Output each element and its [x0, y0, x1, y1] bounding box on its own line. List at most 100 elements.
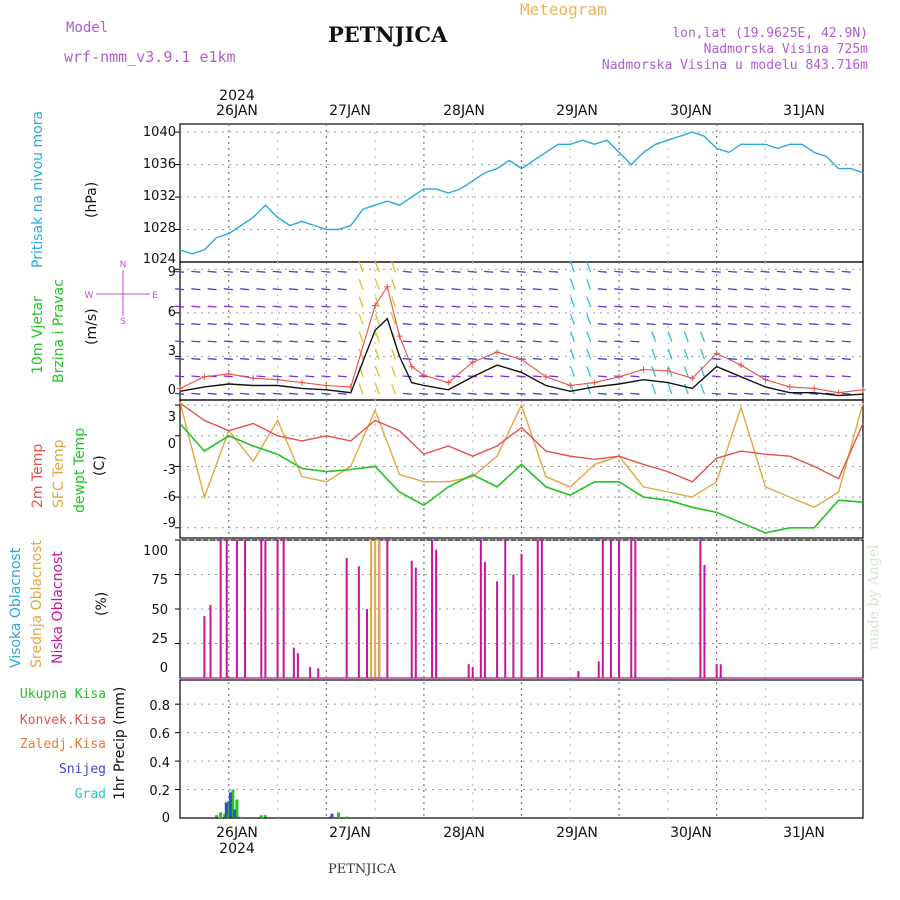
wind-arrow: [500, 340, 510, 343]
year-label-top: 2024: [219, 88, 255, 104]
wind-gust-marker: [225, 370, 232, 377]
wind-arrow: [679, 270, 689, 273]
wind-arrow: [240, 270, 250, 273]
wind-arrow: [500, 357, 510, 360]
pressure-unit-label: (hPa): [84, 182, 100, 218]
wind-arrow: [597, 288, 607, 291]
wind-gust-marker: [323, 382, 330, 389]
wind-arrow: [646, 323, 656, 326]
wind-arrow: [549, 305, 559, 308]
wind-arrow: [651, 331, 657, 343]
precip-bar: [237, 816, 241, 818]
wind-arrow: [321, 270, 331, 273]
wind-arrow: [776, 270, 786, 273]
wind-gust-marker: [567, 382, 574, 389]
wind-arrow: [569, 313, 575, 325]
wind-arrow: [809, 323, 819, 326]
precip-bar: [337, 812, 341, 818]
wind-arrow: [569, 296, 575, 308]
pressure-line: [179, 131, 864, 255]
dewpt-temp-line: [179, 422, 864, 534]
wind-arrow: [727, 305, 738, 308]
compass-north: N: [120, 260, 127, 270]
wind-arrow: [288, 375, 298, 378]
wind-axis-label-1: 10m Vjetar: [30, 296, 46, 374]
wind-gust-marker: [469, 359, 476, 366]
pressure-tick-label: 1036: [143, 157, 176, 172]
wind-gust-marker: [494, 349, 501, 356]
wind-arrow: [256, 305, 266, 308]
wind-arrow: [711, 270, 721, 273]
wind-arrow: [841, 392, 851, 395]
wind-arrow: [374, 279, 380, 290]
wind-arrow: [402, 357, 412, 360]
wind-arrow: [402, 375, 412, 378]
location-coordinates: lon,lat (19.9625E, 42.9N): [672, 26, 868, 41]
wind-arrow: [597, 270, 607, 273]
wind-arrow: [662, 288, 672, 291]
wind-arrow: [727, 357, 738, 360]
wind-arrow: [451, 305, 461, 308]
temp-tick-label: 0: [168, 437, 176, 452]
wind-arrow: [321, 392, 331, 395]
cloud-axis-label-high: Visoka Oblacnost: [8, 547, 24, 668]
wind-arrow: [809, 375, 819, 378]
wind-arrow: [256, 288, 266, 291]
wind-gust-marker: [811, 385, 818, 392]
chart-marks: [177, 131, 866, 819]
wind-arrow: [695, 323, 705, 326]
wind-arrow: [418, 357, 429, 360]
cloud-axis-label-mid: Srednja Oblacnost: [29, 540, 45, 668]
compass-rose: N S E W: [85, 260, 159, 327]
wind-arrow: [191, 357, 201, 360]
wind-arrow: [776, 323, 786, 326]
precip-bar: [227, 800, 231, 818]
wind-arrow: [418, 340, 429, 343]
wind-arrow: [841, 357, 851, 360]
wind-arrow: [256, 375, 266, 378]
precip-bar: [223, 813, 227, 818]
wind-arrow: [256, 340, 266, 343]
wind-panel-frame: [179, 261, 864, 401]
wind-gust-marker: [298, 379, 305, 386]
wind-arrow: [662, 305, 672, 308]
wind-arrow: [358, 331, 364, 343]
wind-arrow: [727, 392, 738, 395]
wind-arrow: [683, 331, 689, 343]
wind-arrow: [679, 288, 689, 291]
precip-bar: [235, 799, 239, 818]
wind-arrow: [191, 305, 201, 308]
wind-arrow: [809, 357, 819, 360]
wind-arrow: [667, 331, 673, 343]
wind-gust-marker: [384, 283, 391, 290]
wind-arrow: [374, 383, 380, 395]
wind-arrow: [744, 323, 754, 326]
wind-arrow: [532, 270, 542, 273]
wind-arrow: [272, 305, 282, 308]
wind-arrow: [825, 323, 835, 326]
cloud-unit-label: (%): [94, 592, 110, 616]
wind-gust-marker: [542, 373, 549, 380]
wind-arrow: [630, 375, 640, 378]
temp-axis-label-3: dewpt Temp: [72, 428, 88, 513]
wind-arrow: [337, 288, 347, 291]
wind-arrow: [809, 270, 819, 273]
wind-arrow: [418, 288, 429, 291]
top-date-label: 30JAN: [670, 103, 712, 119]
legend-snow: Snijeg: [59, 762, 106, 777]
wind-arrow: [391, 261, 397, 273]
wind-arrow: [586, 279, 592, 290]
wind-arrow: [337, 270, 347, 273]
wind-arrow: [549, 288, 559, 291]
wind-arrow: [374, 366, 380, 377]
wind-arrow: [223, 357, 233, 360]
wind-arrow: [402, 288, 412, 291]
wind-arrow: [484, 375, 494, 378]
wind-arrow: [760, 392, 770, 395]
wind-arrow: [391, 296, 397, 308]
wind-arrow: [223, 305, 233, 308]
wind-arrow: [744, 305, 754, 308]
wind-gust-marker: [177, 385, 183, 392]
wind-arrow: [305, 392, 315, 395]
wind-arrow: [549, 375, 559, 378]
